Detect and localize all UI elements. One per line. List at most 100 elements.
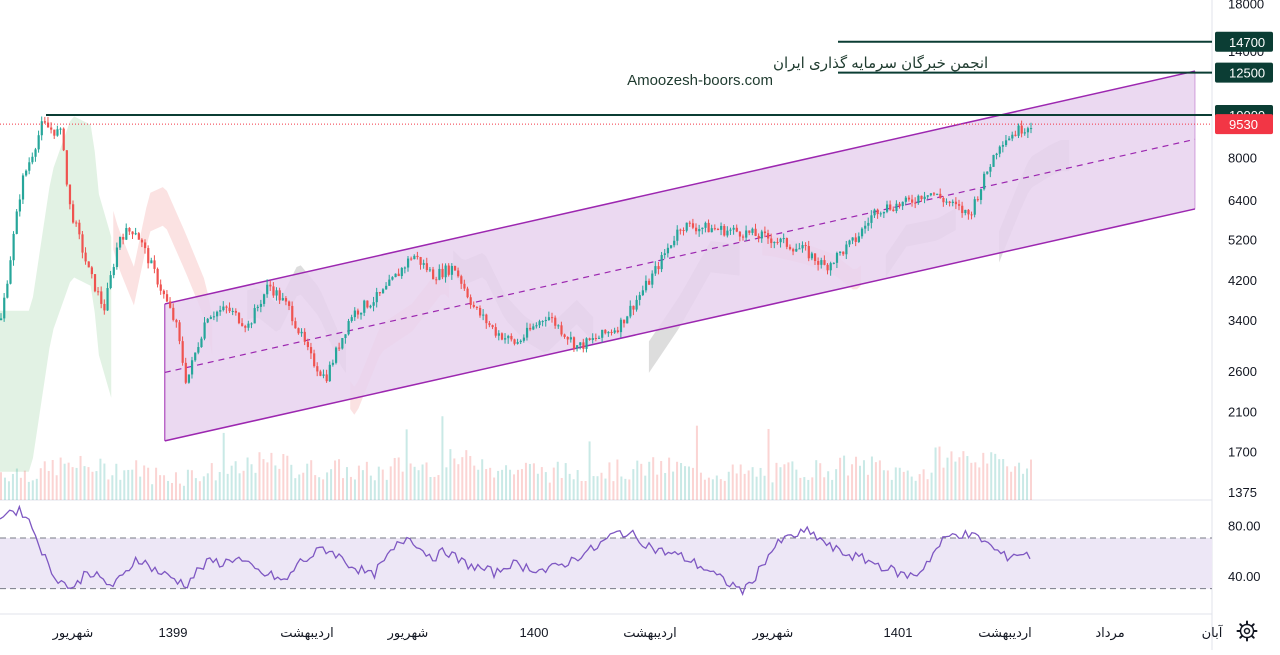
volume-bar bbox=[954, 461, 957, 500]
candle-body bbox=[541, 321, 544, 323]
candle-body bbox=[394, 273, 397, 278]
volume-bar bbox=[572, 479, 575, 500]
candle-body bbox=[782, 238, 785, 240]
candle-body bbox=[638, 295, 641, 300]
volume-bar bbox=[803, 477, 806, 500]
candle-body bbox=[538, 321, 541, 326]
candle-body bbox=[623, 319, 626, 324]
volume-bar bbox=[270, 452, 273, 500]
candle-body bbox=[309, 347, 313, 354]
candle-body bbox=[306, 341, 310, 348]
candle-body bbox=[588, 338, 591, 341]
candle-body bbox=[551, 317, 554, 319]
volume-bar bbox=[576, 470, 579, 500]
candle-body bbox=[732, 227, 735, 230]
volume-bar bbox=[441, 416, 444, 500]
candle-body bbox=[651, 273, 654, 285]
candle-body bbox=[876, 209, 879, 215]
volume-bar bbox=[7, 481, 10, 500]
channel-lower-line[interactable] bbox=[164, 208, 1196, 442]
time-tick-label: شهریور bbox=[52, 625, 94, 641]
volume-bar bbox=[258, 452, 261, 500]
volume-bar bbox=[167, 480, 170, 500]
channel-mid-line[interactable] bbox=[164, 138, 1196, 374]
candle-body bbox=[1004, 140, 1008, 146]
candle-body bbox=[507, 335, 510, 339]
volume-bar bbox=[294, 478, 297, 500]
volume-bar bbox=[926, 479, 929, 500]
channel-upper-line[interactable] bbox=[164, 70, 1196, 305]
candle-body bbox=[976, 199, 979, 201]
volume-bar bbox=[306, 463, 309, 500]
cloud-green bbox=[0, 116, 112, 472]
candle-body bbox=[159, 284, 162, 291]
volume-bar bbox=[23, 470, 26, 500]
candle-body bbox=[37, 135, 40, 150]
candle-body bbox=[751, 228, 754, 233]
candle-body bbox=[266, 284, 269, 295]
candle-body bbox=[770, 238, 773, 244]
candle-body bbox=[1023, 132, 1026, 134]
candle-body bbox=[704, 222, 707, 228]
candle-body bbox=[842, 251, 845, 255]
volume-bar bbox=[866, 474, 869, 500]
volume-bar bbox=[3, 477, 6, 500]
volume-bar bbox=[1010, 471, 1013, 500]
volume-bar bbox=[520, 469, 523, 500]
volume-bar bbox=[604, 478, 607, 500]
candle-body bbox=[43, 121, 47, 123]
volume-bar bbox=[886, 470, 889, 500]
candle-body bbox=[106, 288, 109, 311]
candle-body bbox=[989, 166, 992, 172]
gear-icon[interactable] bbox=[1236, 620, 1258, 642]
volume-bar bbox=[878, 460, 881, 500]
candle-body bbox=[554, 317, 557, 326]
volume-bar bbox=[35, 478, 38, 500]
candle-body bbox=[469, 297, 472, 305]
candle-body bbox=[741, 236, 745, 238]
candle-body bbox=[9, 260, 12, 284]
candle-body bbox=[228, 307, 231, 312]
candle-body bbox=[406, 258, 410, 268]
candle-body bbox=[488, 323, 491, 326]
candle-body bbox=[259, 303, 263, 307]
volume-bar bbox=[262, 459, 265, 500]
time-tick-label: 1401 bbox=[884, 625, 913, 640]
candle-body bbox=[710, 228, 713, 233]
candle-body bbox=[59, 128, 62, 130]
volume-bar bbox=[747, 470, 750, 500]
candle-body bbox=[995, 153, 998, 156]
candle-body bbox=[720, 225, 723, 230]
candle-body bbox=[247, 323, 250, 328]
candle-body bbox=[945, 201, 948, 203]
volume-bar bbox=[465, 450, 468, 500]
price-tick-label: 4200 bbox=[1228, 273, 1257, 288]
volume-bar bbox=[397, 457, 400, 500]
volume-bar bbox=[862, 460, 865, 500]
volume-bar bbox=[345, 467, 348, 500]
volume-bar bbox=[922, 469, 925, 500]
candle-body bbox=[823, 260, 826, 265]
volume-bar bbox=[19, 477, 22, 500]
candle-body bbox=[801, 245, 804, 249]
candle-body bbox=[898, 203, 901, 207]
candle-body bbox=[356, 310, 360, 315]
candle-body bbox=[698, 229, 701, 232]
candle-body bbox=[601, 329, 604, 338]
candle-body bbox=[967, 209, 970, 215]
volume-bar bbox=[1030, 459, 1032, 500]
price-tick-label: 6400 bbox=[1228, 193, 1257, 208]
volume-bar bbox=[600, 472, 603, 500]
candle-body bbox=[726, 230, 729, 236]
volume-bar bbox=[505, 465, 508, 500]
price-tags: 1470012500100009530 bbox=[1215, 31, 1273, 135]
candle-body bbox=[889, 204, 892, 210]
volume-bar bbox=[381, 469, 384, 500]
volume-bar bbox=[103, 463, 106, 500]
candle-body bbox=[403, 267, 407, 269]
volume-bar bbox=[302, 472, 305, 500]
candle-body bbox=[162, 290, 165, 295]
volume-bar bbox=[743, 473, 746, 500]
candle-body bbox=[738, 231, 742, 237]
